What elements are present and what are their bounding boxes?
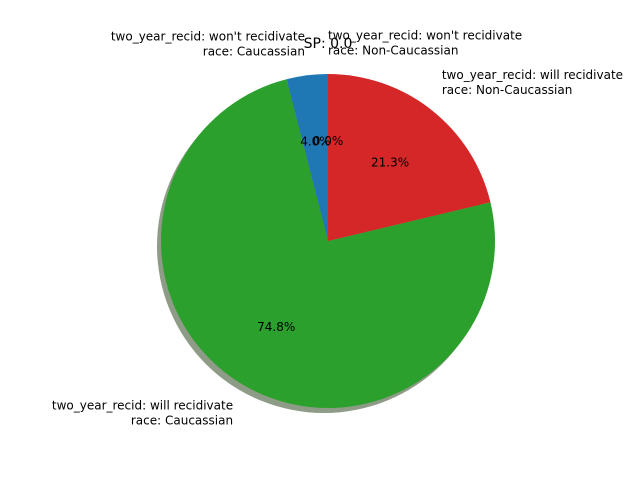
pie-slice-0: [286, 74, 328, 241]
slice-label-0: two_year_recid: won't recidivate race: Ca…: [111, 30, 305, 59]
chart-title: SP: 0.0: [304, 36, 353, 52]
pct-label-0: 4.0%: [300, 135, 331, 149]
pct-label-1: 74.8%: [257, 320, 295, 334]
slice-label-1: two_year_recid: will recidivate race: Cau…: [52, 398, 233, 427]
slice-label-3: two_year_recid: won't recidivate race: No…: [328, 28, 522, 57]
slice-label-line: race: Non-Caucassian: [442, 83, 572, 97]
pie-slices: [161, 74, 496, 408]
slice-label-line: two_year_recid: will recidivate: [442, 68, 623, 82]
pct-label-3: 0.0%: [313, 134, 344, 148]
slice-label-line: two_year_recid: will recidivate: [52, 398, 233, 412]
slice-label-line: race: Caucassian: [131, 413, 233, 427]
pie-labels: 4.0%two_year_recid: won't recidivate race…: [52, 28, 623, 427]
slice-label-line: race: Caucassian: [203, 45, 305, 59]
pie-slice-1: [161, 79, 496, 408]
slice-label-line: two_year_recid: won't recidivate: [111, 30, 305, 44]
pct-label-2: 21.3%: [371, 155, 409, 169]
pie-slice-2: [328, 74, 491, 241]
slice-label-line: two_year_recid: won't recidivate: [328, 28, 522, 42]
slice-label-2: two_year_recid: will recidivate race: Non…: [442, 68, 623, 97]
slice-label-line: race: Non-Caucassian: [328, 43, 458, 57]
